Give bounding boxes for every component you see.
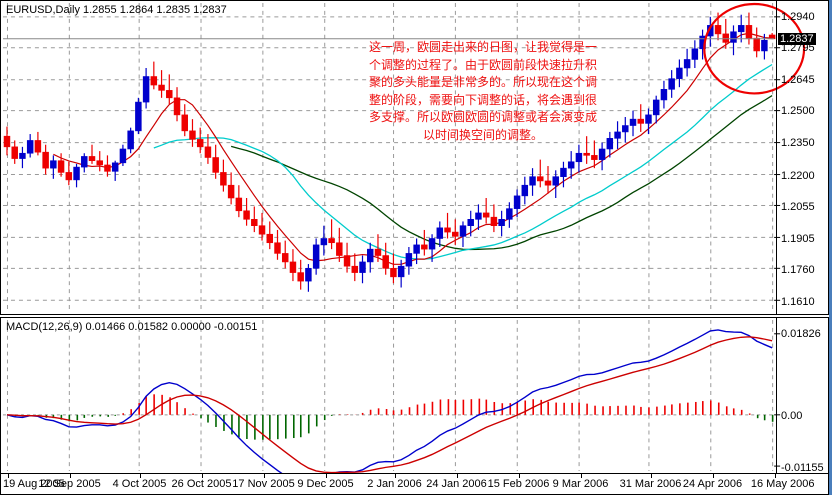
date-tick-label: 12 Sep 2005 bbox=[38, 478, 101, 490]
date-tick-mark bbox=[518, 474, 520, 478]
date-tick-label: 31 Mar 2006 bbox=[619, 478, 682, 490]
macd-pane-label: MACD(12,26,9) 0.01466 0.01582 0.00000 -0… bbox=[6, 321, 258, 333]
date-tick-label: 9 Mar 2006 bbox=[552, 478, 609, 490]
price-y-tick-label: 1.1905 bbox=[781, 232, 815, 245]
date-tick-label: 2 Jan 2006 bbox=[367, 478, 422, 490]
price-plot-area[interactable] bbox=[1, 1, 828, 314]
date-tick-mark bbox=[650, 474, 652, 478]
price-y-tick-label: 1.2055 bbox=[781, 200, 815, 213]
price-y-tick-label: 1.2645 bbox=[781, 74, 815, 87]
date-tick-label: 24 Jan 2006 bbox=[426, 478, 487, 490]
date-tick-label: 26 Oct 2005 bbox=[171, 478, 232, 490]
price-y-tick-label: 1.1610 bbox=[781, 296, 815, 309]
date-axis[interactable]: 19 Aug 2005 12 Sep 2005 4 Oct 2005 26 Oct 2… bbox=[0, 474, 829, 495]
date-tick-mark bbox=[774, 474, 776, 478]
current-price-label: 1.2837 bbox=[778, 33, 816, 46]
date-tick-mark bbox=[139, 474, 141, 478]
price-y-tick-label: 1.2350 bbox=[781, 137, 815, 150]
macd-plot-area[interactable] bbox=[1, 318, 828, 473]
date-tick-mark bbox=[7, 474, 9, 478]
macd-y-tick-label: 0.00 bbox=[781, 410, 803, 423]
macd-indicator-pane[interactable]: MACD(12,26,9) 0.01466 0.01582 0.00000 -0… bbox=[0, 317, 829, 474]
date-tick-mark bbox=[712, 474, 714, 478]
date-tick-mark bbox=[263, 474, 265, 478]
date-tick-label: 16 May 2006 bbox=[750, 478, 815, 490]
macd-y-tick-label: -0.01155 bbox=[781, 462, 824, 474]
date-tick-mark bbox=[69, 474, 71, 478]
date-tick-mark bbox=[456, 474, 458, 478]
price-axis-divider bbox=[776, 1, 777, 314]
price-y-tick-label: 1.2200 bbox=[781, 169, 815, 182]
price-pane-label: EURUSD,Daily 1.2855 1.2864 1.2835 1.2837 bbox=[6, 4, 227, 16]
date-tick-label: 15 Feb 2006 bbox=[487, 478, 550, 490]
price-y-tick-label: 1.2500 bbox=[781, 105, 815, 118]
price-chart-pane[interactable]: EURUSD,Daily 1.2855 1.2864 1.2835 1.2837… bbox=[0, 0, 829, 315]
date-tick-label: 9 Dec 2005 bbox=[297, 478, 354, 490]
macd-y-tick-label: 0.01826 bbox=[781, 328, 821, 340]
date-tick-mark bbox=[201, 474, 203, 478]
date-tick-mark bbox=[394, 474, 396, 478]
date-tick-label: 24 Apr 2006 bbox=[682, 478, 743, 490]
date-tick-label: 19 Aug 2005 bbox=[3, 478, 65, 490]
price-y-tick-label: 1.2795 bbox=[781, 42, 815, 55]
date-tick-label: 17 Nov 2005 bbox=[232, 478, 295, 490]
price-y-tick-label: 1.2940 bbox=[781, 10, 815, 23]
price-y-tick-label: 1.1760 bbox=[781, 264, 815, 277]
date-tick-mark bbox=[580, 474, 582, 478]
date-tick-label: 4 Oct 2005 bbox=[112, 478, 167, 490]
date-tick-mark bbox=[325, 474, 327, 478]
macd-axis-divider bbox=[776, 318, 777, 473]
